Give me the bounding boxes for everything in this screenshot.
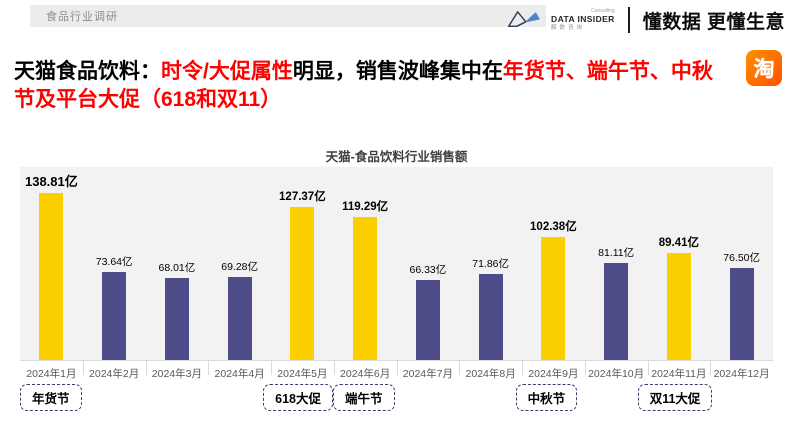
bar-column: 71.86亿 [459, 167, 522, 360]
bar-chart: 138.81亿 73.64亿 68.01亿 69.28亿 127.37亿 119.29亿 6… [20, 167, 773, 411]
chart-title: 天猫-食品饮料行业销售额 [325, 150, 468, 164]
bar-value-label: 73.64亿 [95, 255, 133, 268]
bar-value-label: 76.50亿 [723, 252, 761, 265]
plot-area: 138.81亿 73.64亿 68.01亿 69.28亿 127.37亿 119.29亿 6… [20, 167, 773, 361]
bar-value-label: 71.86亿 [472, 257, 510, 270]
x-axis-tick-label: 2024年7月 [396, 361, 460, 381]
callout-row: 年货节 618大促 端午节 中秋节 双11大促 [20, 384, 773, 411]
bar-column: 81.11亿 [585, 167, 648, 360]
callout-slot: 中秋节 [515, 384, 578, 411]
bar [604, 262, 629, 360]
bar-column: 69.28亿 [208, 167, 271, 360]
callout-slot [577, 384, 638, 411]
logo-consulting-label: Consulting [591, 8, 615, 14]
bar-value-label: 119.29亿 [342, 200, 389, 213]
logo-text-block: Consulting DATA INSIDER 解数咨询 [551, 9, 615, 31]
logo-name: DATA INSIDER [551, 14, 615, 24]
callout-slot [142, 384, 203, 411]
x-axis-tick-label: 2024年1月 [26, 368, 77, 380]
header-bar: 食品行业调研 [30, 5, 546, 27]
bar-column: 73.64亿 [83, 167, 146, 360]
x-axis-tick-label: 2024年3月 [145, 361, 209, 381]
x-axis-tick-label: 2024年5月 [271, 361, 334, 381]
taobao-icon: 淘 [746, 50, 782, 86]
bar-column: 102.38亿 [522, 167, 585, 360]
bar [666, 252, 691, 360]
callout-slot: 双11大促 [637, 384, 713, 411]
x-axis-tick-label: 2024年10月 [584, 361, 648, 381]
title-segment: 天猫食品饮料： [14, 60, 161, 84]
callout-slot: 端午节 [333, 384, 395, 411]
callout-slot [455, 384, 516, 411]
brand-logo: Consulting DATA INSIDER 解数咨询 懂数据 更懂生意 [506, 6, 785, 34]
bar [102, 271, 127, 360]
bar [541, 237, 566, 360]
bar-value-label: 81.11亿 [598, 246, 635, 259]
bar-value-label: 102.38亿 [530, 221, 577, 234]
callout-slot [203, 384, 264, 411]
bar-value-label: 69.28亿 [221, 260, 259, 273]
logo-divider [627, 7, 630, 33]
bar [478, 273, 503, 360]
x-axis-tick-label: 2024年8月 [459, 361, 522, 381]
event-callout: 中秋节 [515, 384, 578, 411]
event-callout: 年货节 [20, 384, 82, 411]
bar-column: 76.50亿 [710, 167, 773, 360]
bar [415, 280, 440, 360]
bar [227, 276, 252, 360]
slide-title: 天猫食品饮料：时令/大促属性明显，销售波峰集中在年货节、端午节、中秋节及平台大促… [14, 58, 720, 114]
bar [353, 216, 378, 360]
bar [164, 278, 189, 360]
bar-column: 68.01亿 [146, 167, 209, 360]
bar [729, 268, 754, 360]
x-axis-labels: 2024年1月 2024年2月 2024年3月 2024年4月 2024年5月 2024年… [20, 361, 773, 381]
title-segment: 时令/大促属性 [161, 60, 293, 84]
x-axis-tick-label: 2024年9月 [522, 361, 585, 381]
bar-value-label: 68.01亿 [158, 262, 196, 275]
page-label: 食品行业调研 [46, 11, 118, 23]
bar-value-label: 66.33亿 [409, 264, 447, 277]
data-insider-logo-icon [508, 11, 540, 28]
bar [39, 193, 64, 360]
logo-subtitle: 解数咨询 [551, 24, 586, 31]
x-axis-tick-label: 2024年12月 [710, 361, 773, 381]
x-axis-tick-label: 2024年6月 [333, 361, 397, 381]
title-segment: 明显，销售波峰集中在 [292, 60, 503, 84]
callout-slot [82, 384, 143, 411]
bar [290, 207, 315, 360]
event-callout: 双11大促 [637, 384, 713, 411]
bar-value-label: 127.37亿 [279, 191, 326, 204]
brand-slogan: 懂数据 更懂生意 [642, 11, 785, 33]
bar-value-label: 138.81亿 [24, 174, 78, 190]
taobao-icon-char: 淘 [753, 58, 775, 81]
event-callout: 618大促 [263, 384, 334, 411]
x-axis-tick-label: 2024年11月 [647, 361, 711, 381]
callout-slot [395, 384, 456, 411]
callout-slot: 618大促 [263, 384, 334, 411]
bar-column: 127.37亿 [271, 167, 334, 360]
bar-column: 89.41亿 [648, 167, 711, 360]
event-callout: 端午节 [333, 384, 395, 411]
bar-column: 66.33亿 [397, 167, 460, 360]
x-axis-tick-label: 2024年4月 [208, 361, 271, 381]
bar-column: 119.29亿 [334, 167, 397, 360]
title-segment: 年货节、端午节、中秋节及平台大促（618和双11） [14, 60, 713, 112]
callout-slot: 年货节 [20, 384, 82, 411]
callout-slot [712, 384, 773, 411]
x-axis-tick-label: 2024年2月 [82, 361, 146, 381]
bar-column: 138.81亿 [20, 167, 83, 360]
bar-value-label: 89.41亿 [658, 236, 700, 249]
